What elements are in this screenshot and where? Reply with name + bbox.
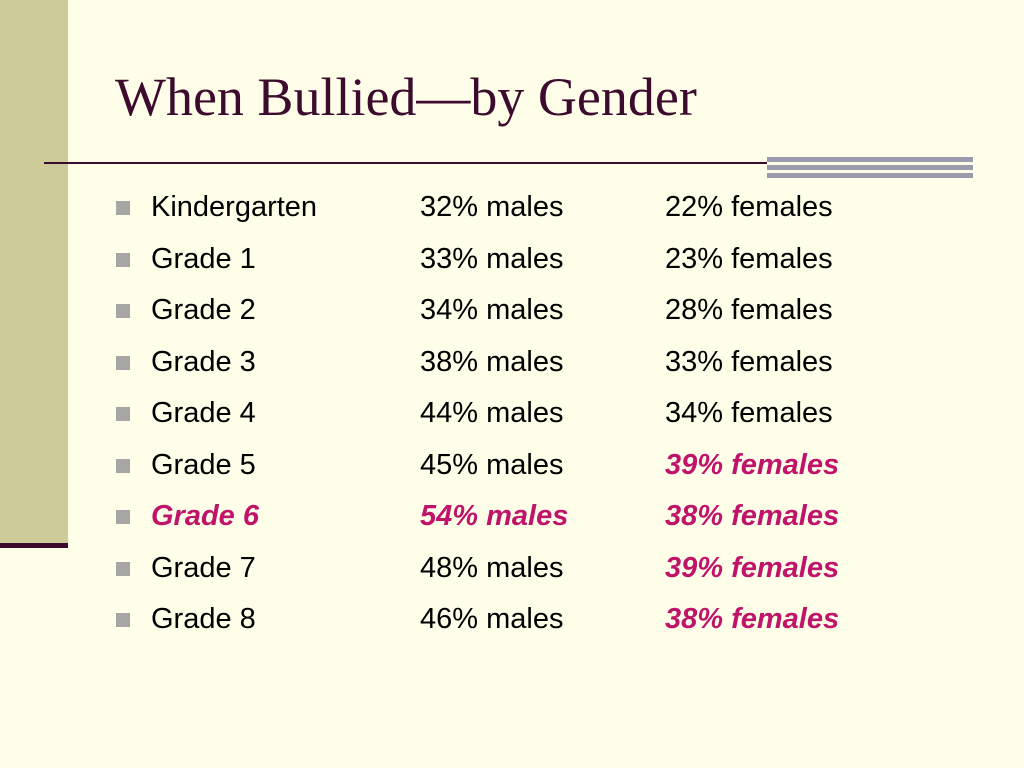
grade-label: Grade 6 [151,500,259,532]
grade-label: Grade 3 [151,345,256,378]
males-percent: 38% males [420,345,564,378]
square-bullet-icon [116,304,130,318]
females-percent: 39% females [665,448,840,481]
females-percent: 23% females [665,242,833,275]
grade-label: Grade 8 [151,603,256,635]
title-underline [44,162,770,164]
square-bullet-icon [116,252,130,267]
males-percent: 45% males [420,448,564,481]
square-bullet-icon [116,613,130,627]
grade-label: Grade 2 [151,294,256,326]
females-percent: 34% females [665,397,833,429]
left-decorative-bar [0,0,68,543]
list-item: Grade 6 54% males 38% females [0,491,1024,543]
left-bar-cap [0,543,68,548]
males-percent: 54% males [420,500,569,532]
list-item: Grade 4 44% males 34% females [0,388,1024,440]
square-bullet-icon [116,510,130,524]
list-item: Grade 5 45% males 39% females [0,440,1024,492]
list-item: Grade 2 34% males 28% females [0,285,1024,337]
females-percent: 39% females [665,551,840,584]
square-bullet-icon [116,407,130,421]
males-percent: 32% males [420,191,564,223]
list-item: Grade 3 38% males 33% females [0,337,1024,389]
males-percent: 46% males [420,603,564,635]
slide-title: When Bullied—by Gender [115,67,697,127]
square-bullet-icon [116,201,130,215]
males-percent: 44% males [420,397,564,429]
square-bullet-icon [116,355,130,370]
males-percent: 48% males [420,551,564,584]
females-percent: 38% females [665,500,840,532]
square-bullet-icon [116,561,130,576]
list-item: Grade 8 46% males 38% females [0,594,1024,646]
square-bullet-icon [116,458,130,473]
list-item: Grade 1 33% males 23% females [0,234,1024,286]
males-percent: 34% males [420,294,564,326]
females-percent: 38% females [665,603,840,635]
females-percent: 33% females [665,345,833,378]
list-item: Grade 7 48% males 39% females [0,543,1024,595]
grade-label: Grade 1 [151,242,256,275]
grade-label: Grade 7 [151,551,256,584]
bullet-list: Kindergarten 32% males 22% females Grade… [0,182,1024,646]
list-item: Kindergarten 32% males 22% females [0,182,1024,234]
males-percent: 33% males [420,242,564,275]
females-percent: 22% females [665,191,833,223]
grade-label: Grade 5 [151,448,256,481]
title-accent-stripes [767,157,973,179]
grade-label: Grade 4 [151,397,256,429]
grade-label: Kindergarten [151,191,318,223]
females-percent: 28% females [665,294,833,326]
